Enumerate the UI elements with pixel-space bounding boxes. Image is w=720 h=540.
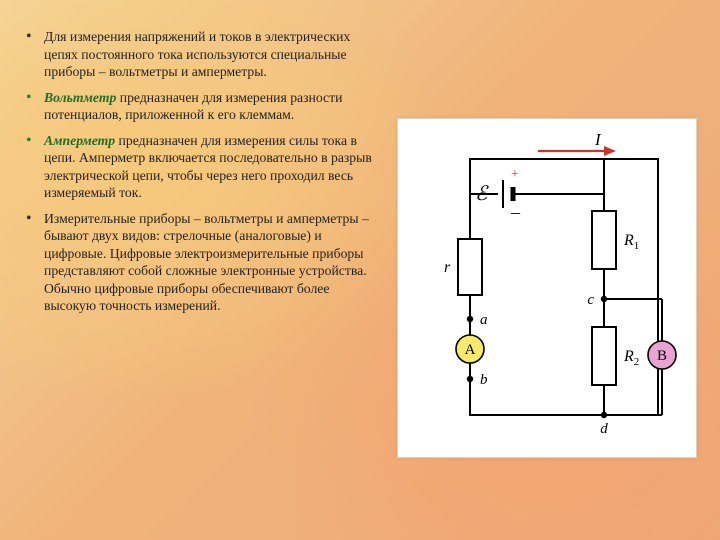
svg-text:c: c [587,292,594,308]
list-item: Измерительные приборы – вольтметры и амп… [18,210,380,315]
list-item: Для измерения напряжений и токов в элект… [18,28,380,81]
svg-text:d: d [600,421,608,437]
circuit-figure: + – ℰr R1 R2 A Ba b c d I [397,118,697,458]
svg-text:b: b [480,372,488,388]
svg-text:–: – [510,202,521,222]
bullet-list: Для измерения напряжений и токов в элект… [18,28,380,315]
svg-text:R2: R2 [623,348,639,368]
list-item: Вольтметр предназначен для измерения раз… [18,89,380,124]
figure-column: + – ℰr R1 R2 A Ba b c d I [388,28,706,522]
svg-text:a: a [480,312,488,328]
slide-content: Для измерения напряжений и токов в элект… [0,0,720,540]
svg-text:I: I [594,130,602,149]
circuit-diagram: + – ℰr R1 R2 A Ba b c d I [398,119,698,459]
svg-text:ℰ: ℰ [475,183,489,205]
list-item: Амперметр предназначен для измерения сил… [18,132,380,202]
svg-text:B: B [657,348,667,364]
svg-text:A: A [465,342,476,358]
svg-text:+: + [511,167,519,182]
svg-text:R1: R1 [623,232,639,252]
svg-text:r: r [444,259,451,276]
text-column: Для измерения напряжений и токов в элект… [18,28,388,522]
